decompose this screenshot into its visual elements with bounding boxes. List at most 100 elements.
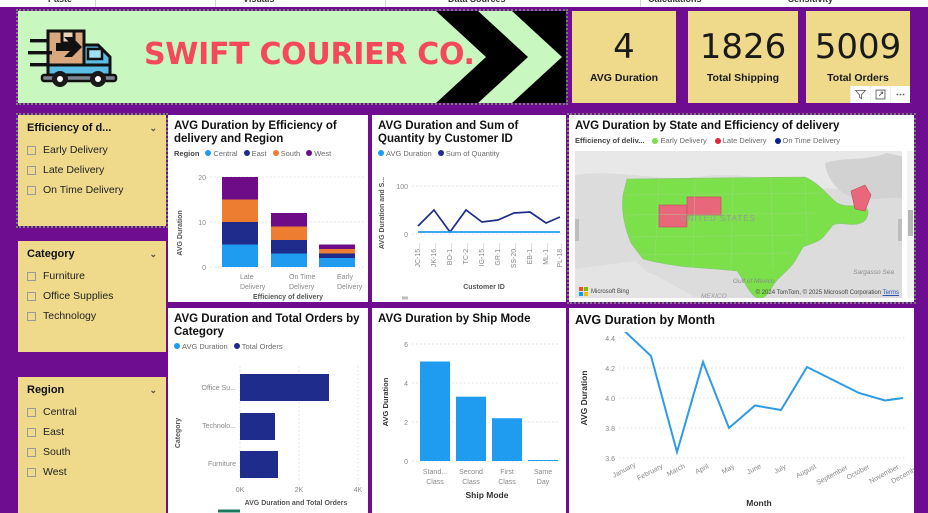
svg-text:AVG Duration and Total Orders: AVG Duration and Total Orders (245, 500, 348, 507)
report-header-banner[interactable]: SWIFT COURIER CO. (16, 9, 568, 105)
legend-item-total-orders[interactable]: Total Orders (241, 341, 283, 351)
svg-text:JC-15...: JC-15... (415, 243, 422, 268)
svg-text:August: August (795, 463, 818, 479)
map-pan-handle-right[interactable] (898, 218, 902, 241)
svg-text:Class: Class (462, 479, 480, 486)
ribbon-strip-cutoff: Paste Visuals Data Sources Calculations … (0, 0, 928, 7)
bing-logo: Microsoft Bing (579, 287, 629, 296)
kpi-card-total-orders[interactable]: 5009 Total Orders (806, 11, 910, 103)
slicer-region[interactable]: Region ⌄ Central East South West (18, 377, 166, 513)
svg-text:Month: Month (746, 498, 772, 508)
svg-text:Office Su...: Office Su... (202, 385, 237, 392)
chart-plot-area: 6 4 2 0 AVG Duration Stand... Class Seco… (381, 342, 560, 500)
map-scrollbar[interactable] (907, 151, 914, 298)
visual-avg-duration-by-month[interactable]: AVG Duration by Month 4.4 4.2 4.0 3.8 3.… (569, 308, 914, 513)
chevron-down-icon[interactable]: ⌄ (149, 384, 157, 395)
legend-item-avg-duration[interactable]: AVG Duration (182, 341, 228, 351)
visual-title: AVG Duration by Efficiency of delivery a… (174, 120, 337, 146)
map-label-united-states: UNITED STATES (681, 214, 756, 223)
svg-text:4K: 4K (354, 487, 363, 494)
checkbox-icon[interactable] (27, 291, 36, 301)
legend-item-sum-of-quantity[interactable]: Sum of Quantity (445, 148, 500, 158)
svg-text:AVG Duration: AVG Duration (381, 377, 390, 426)
legend-item-west[interactable]: West (314, 148, 332, 158)
svg-text:GR-1...: GR-1... (495, 243, 502, 266)
checkbox-icon[interactable] (27, 185, 36, 195)
focus-mode-icon[interactable] (870, 86, 890, 103)
slicer-item-on-time-delivery[interactable]: On Time Delivery (27, 180, 157, 200)
svg-text:April: April (694, 463, 710, 476)
map-pan-handle-left[interactable] (575, 218, 579, 241)
chart-plot-area: Category Office Su... Technolo... Furnit… (175, 366, 363, 513)
ribbon-label-calculations[interactable]: Calculations (648, 0, 702, 4)
svg-text:IG-15...: IG-15... (479, 243, 486, 266)
slicer-item-label: East (43, 426, 65, 438)
legend: AVG Duration Sum of Quantity (372, 147, 566, 158)
legend-item-south[interactable]: South (280, 148, 301, 158)
svg-text:February: February (636, 463, 664, 483)
svg-text:ML-1...: ML-1... (543, 243, 550, 265)
legend-item-avg-duration[interactable]: AVG Duration (386, 148, 432, 158)
svg-text:June: June (746, 463, 763, 476)
checkbox-icon[interactable] (27, 271, 36, 281)
ribbon-label-data-sources[interactable]: Data Sources (448, 0, 506, 4)
svg-text:Efficiency of delivery: Efficiency of delivery (253, 294, 323, 301)
visual-header-icons (850, 86, 910, 103)
slicer-item-central[interactable]: Central (27, 402, 157, 422)
visual-title: AVG Duration by Month (575, 313, 716, 327)
svg-text:4.4: 4.4 (605, 336, 615, 343)
legend-item-on-time-delivery[interactable]: On Time Delivery (782, 136, 841, 146)
kpi-card-total-shipping[interactable]: 1826 Total Shipping (688, 11, 798, 103)
svg-text:6: 6 (404, 342, 408, 349)
legend-item-central[interactable]: Central (213, 148, 238, 158)
checkbox-icon[interactable] (27, 145, 36, 155)
checkbox-icon[interactable] (27, 467, 36, 477)
checkbox-icon[interactable] (27, 427, 36, 437)
slicer-item-late-delivery[interactable]: Late Delivery (27, 160, 157, 180)
slicer-item-office-supplies[interactable]: Office Supplies (27, 286, 157, 306)
map-label-gulf-of-mexico: Gulf of Mexico (733, 278, 775, 285)
checkbox-icon[interactable] (27, 447, 36, 457)
slicer-title: Region (27, 384, 65, 396)
checkbox-icon[interactable] (27, 311, 36, 321)
filter-icon[interactable] (850, 86, 870, 103)
slicer-category[interactable]: Category ⌄ Furniture Office Supplies Tec… (18, 241, 166, 352)
map-canvas[interactable]: UNITED STATES Gulf of Mexico Sargasso Se… (575, 151, 902, 298)
legend-item-late-delivery[interactable]: Late Delivery (722, 136, 767, 146)
svg-text:SS-20...: SS-20... (511, 243, 518, 268)
ribbon-label-visuals[interactable]: Visuals (243, 0, 274, 4)
slicer-item-early-delivery[interactable]: Early Delivery (27, 140, 157, 160)
kpi-card-avg-duration[interactable]: 4 AVG Duration (572, 11, 676, 103)
checkbox-icon[interactable] (27, 165, 36, 175)
ribbon-label-paste[interactable]: Paste (48, 0, 72, 4)
legend-item-east[interactable]: East (251, 148, 267, 158)
slicer-item-west[interactable]: West (27, 462, 157, 482)
svg-text:Class: Class (426, 479, 444, 486)
svg-text:Delivery: Delivery (240, 284, 266, 291)
visual-avg-duration-by-state-and-efficiency[interactable]: AVG Duration by State and Efficiency of … (567, 113, 916, 304)
visual-avg-duration-and-orders-by-category[interactable]: AVG Duration and Total Orders by Categor… (168, 308, 368, 513)
svg-text:January: January (612, 462, 638, 480)
chevron-down-icon[interactable]: ⌄ (149, 122, 157, 133)
chevron-down-icon[interactable]: ⌄ (149, 248, 157, 259)
slicer-item-technology[interactable]: Technology (27, 306, 157, 326)
svg-text:AVG Duration and S...: AVG Duration and S... (379, 177, 386, 249)
kpi-value: 4 (613, 27, 635, 67)
visual-avg-duration-and-quantity-by-customer[interactable]: AVG Duration and Sum of Quantity by Cust… (372, 115, 566, 302)
legend-item-early-delivery[interactable]: Early Delivery (660, 136, 707, 146)
visual-avg-duration-by-efficiency-and-region[interactable]: AVG Duration by Efficiency of delivery a… (168, 115, 368, 302)
visual-avg-duration-by-ship-mode[interactable]: AVG Duration by Ship Mode 6 4 2 0 AVG Du… (372, 308, 566, 513)
slicer-item-south[interactable]: South (27, 442, 157, 462)
visual-title: AVG Duration by State and Efficiency of … (575, 120, 840, 132)
more-options-icon[interactable] (890, 86, 910, 103)
svg-text:Delivery: Delivery (337, 284, 363, 291)
slicer-item-furniture[interactable]: Furniture (27, 266, 157, 286)
slicer-item-east[interactable]: East (27, 422, 157, 442)
ribbon-label-sensitivity[interactable]: Sensitivity (788, 0, 833, 4)
slicer-item-label: South (43, 446, 71, 458)
map-terms-link[interactable]: Terms (882, 290, 899, 296)
slicer-title: Efficiency of d... (27, 122, 112, 134)
slicer-efficiency-of-delivery[interactable]: Efficiency of d... ⌄ Early Delivery Late… (16, 113, 168, 228)
checkbox-icon[interactable] (27, 407, 36, 417)
